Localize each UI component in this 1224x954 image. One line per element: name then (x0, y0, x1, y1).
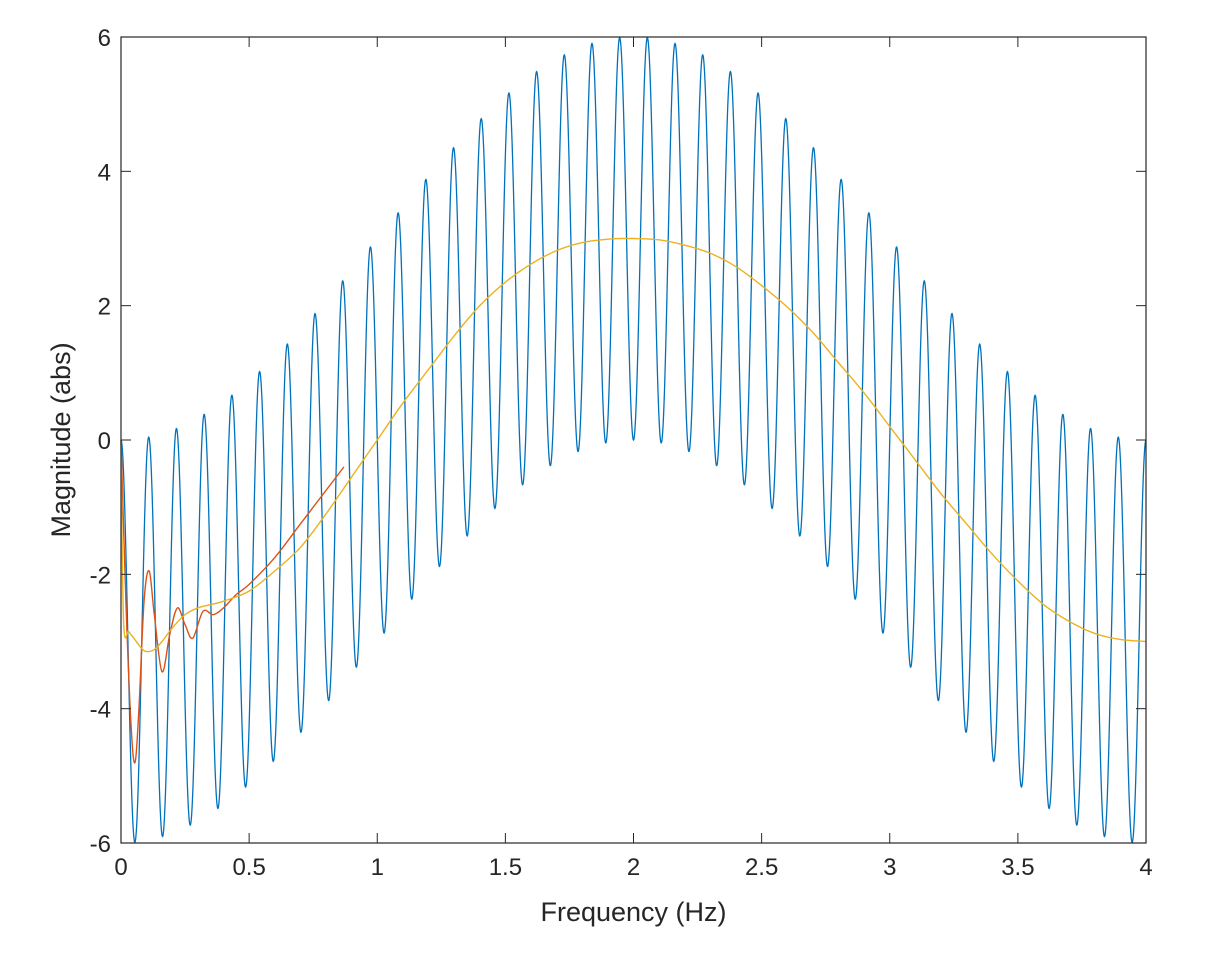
x-tick-label: 1.5 (489, 854, 522, 881)
y-tick-label: 6 (98, 25, 111, 52)
series-3-line (120, 237, 1147, 653)
x-tick-label: 2 (627, 854, 640, 881)
y-tick-label: -6 (90, 831, 111, 858)
y-tick-label: -4 (90, 697, 111, 724)
y-tick-label: -2 (90, 562, 111, 589)
y-axis-label: Magnitude (abs) (46, 342, 76, 537)
series-2-line (120, 439, 345, 764)
series-1-line (120, 36, 1147, 844)
x-tick-label: 3.5 (1001, 854, 1034, 881)
x-tick-label: 4 (1139, 854, 1152, 881)
y-tick-label: 4 (98, 159, 111, 186)
x-tick-label: 0.5 (232, 854, 265, 881)
x-tick-label: 0 (114, 854, 127, 881)
x-tick-label: 2.5 (745, 854, 778, 881)
x-tick-label: 1 (371, 854, 384, 881)
x-axis-label: Frequency (Hz) (540, 897, 726, 927)
x-tick-label: 3 (883, 854, 896, 881)
series-layer (120, 36, 1147, 844)
y-tick-label: 2 (98, 294, 111, 321)
ticks-layer: 0 0.5 1 1.5 2 2.5 3 3.5 4 -6 -4 -2 0 2 4 6 (90, 25, 1153, 881)
y-tick-label: 0 (98, 428, 111, 455)
